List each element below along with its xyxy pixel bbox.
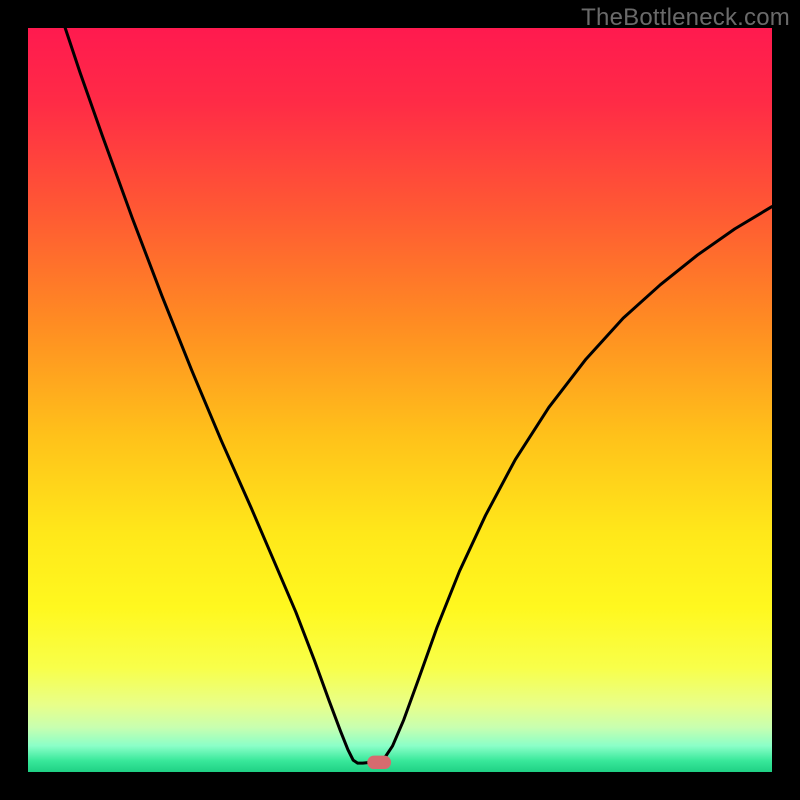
bottleneck-chart [0, 0, 800, 800]
chart-container: TheBottleneck.com [0, 0, 800, 800]
optimal-marker [367, 756, 391, 769]
chart-background [28, 28, 772, 772]
watermark-text: TheBottleneck.com [581, 4, 790, 32]
